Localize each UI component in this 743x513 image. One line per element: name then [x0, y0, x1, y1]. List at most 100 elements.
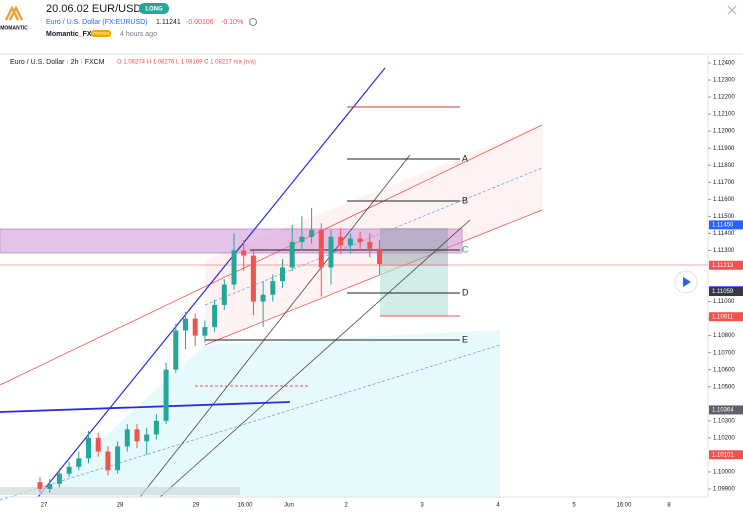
- price-badge-label: 1.11450: [712, 222, 734, 228]
- header-bg: [0, 0, 743, 55]
- candle-body: [212, 304, 218, 328]
- x-tick-label: 2: [344, 503, 348, 509]
- blue-trend: [37, 67, 386, 498]
- title: 20.06.02 EUR/USD: [46, 3, 141, 15]
- price-badge: [709, 220, 743, 230]
- candle-body: [47, 483, 53, 489]
- candle-body: [260, 294, 266, 302]
- premium-badge: [91, 30, 111, 37]
- candle-body: [124, 429, 130, 447]
- logo-text: MOMANTIC: [0, 25, 28, 31]
- y-tick-label: 1.10800: [713, 333, 735, 339]
- x-tick-label: 8: [667, 503, 671, 509]
- x-tick-label: 4: [496, 503, 500, 509]
- candle-body: [241, 250, 247, 256]
- candle-body: [95, 437, 101, 452]
- x-tick-label: 29: [193, 503, 200, 509]
- candle-body: [183, 318, 188, 331]
- red-line: [204, 209, 543, 346]
- price: 1.11241: [156, 19, 181, 26]
- y-tick-label: 1.11000: [713, 299, 735, 305]
- candle-body: [153, 420, 159, 435]
- symbol[interactable]: Euro / U.S. Dollar (FX:EURUSD): [46, 19, 148, 26]
- x-tick-label: Jun: [284, 503, 294, 509]
- volume-box: [0, 487, 240, 495]
- pitch-line: [159, 219, 471, 498]
- candle-body: [328, 236, 334, 268]
- y-tick-label: 1.12400: [713, 61, 735, 67]
- y-tick-label: 1.10700: [713, 350, 735, 356]
- candle-body: [56, 473, 62, 484]
- x-tick-label: 16:00: [616, 503, 632, 509]
- candle-body: [86, 437, 91, 459]
- y-tick-label: 1.11800: [713, 163, 735, 169]
- y-tick-label: 1.11600: [713, 197, 735, 203]
- position-target: [380, 228, 448, 266]
- y-tick-label: 1.11900: [713, 146, 735, 152]
- y-tick-label: 1.11300: [713, 248, 735, 254]
- channel-fill: [0, 330, 500, 497]
- candle-body: [299, 236, 305, 242]
- time: 4 hours ago: [120, 31, 157, 38]
- price-badge: [709, 312, 743, 322]
- y-tick-label: 1.10300: [713, 418, 735, 424]
- candle-body: [76, 458, 82, 467]
- candle-body: [309, 229, 315, 237]
- y-tick-label: 1.10600: [713, 367, 735, 373]
- drawings: [0, 67, 708, 501]
- candle-body: [105, 451, 111, 471]
- price-badge-label: 1.10911: [712, 314, 734, 320]
- y-tick-label: 1.11500: [713, 214, 735, 220]
- y-tick-label: 1.09900: [713, 487, 735, 493]
- fib-label: A: [462, 153, 468, 163]
- candle-body: [338, 236, 344, 246]
- candle-body: [66, 466, 72, 474]
- chart-legend: Euro / U.S. Dollar · 2h · FXCM: [10, 59, 105, 66]
- change: -0.00106: [186, 19, 214, 26]
- price-badge: [709, 450, 743, 460]
- candle-body: [318, 229, 324, 268]
- candle-body: [231, 250, 237, 285]
- candle-body: [367, 241, 373, 249]
- candle-body: [163, 369, 169, 421]
- candle-body: [347, 238, 353, 246]
- price-badge-label: 1.10101: [712, 452, 734, 458]
- position-stop: [380, 266, 448, 316]
- red-line: [0, 124, 543, 386]
- x-tick-label: 5: [572, 503, 576, 509]
- candle-body: [134, 429, 140, 442]
- close-icon[interactable]: [727, 5, 737, 15]
- price-badge-label: 1.10364: [712, 408, 734, 414]
- price-badge: [709, 287, 743, 297]
- price-badge: [709, 405, 743, 415]
- fib-label: D: [462, 287, 469, 297]
- candle-body: [173, 330, 179, 370]
- y-tick-label: 1.11700: [713, 180, 735, 186]
- fib-label: E: [462, 334, 468, 344]
- candle-body: [357, 238, 363, 242]
- price-badge-label: 1.11213: [712, 263, 734, 269]
- logo-icon: [4, 5, 24, 21]
- dash-line: [0, 344, 501, 501]
- y-tick-label: 1.12300: [713, 78, 735, 84]
- candle-body: [280, 267, 285, 282]
- change-pct: -0.10%: [221, 19, 243, 26]
- y-tick-label: 1.12200: [713, 95, 735, 101]
- long-badge-text: LONG: [145, 7, 163, 13]
- price-badge-label: 1.11059: [712, 289, 734, 295]
- x-tick-label: 27: [41, 503, 48, 509]
- ohlc: O 1.08274 H 1.08276 L 1.08169 C 1.08217 …: [117, 60, 256, 66]
- y-tick-label: 1.11400: [713, 231, 735, 237]
- author[interactable]: Momantic_FX: [46, 31, 92, 38]
- y-tick-label: 1.10200: [713, 435, 735, 441]
- x-tick-label: 28: [117, 503, 124, 509]
- candle-body: [37, 482, 43, 489]
- candle-body: [250, 255, 256, 302]
- play-icon[interactable]: [683, 277, 691, 287]
- alarm-icon[interactable]: [249, 18, 257, 26]
- price-badge: [709, 260, 743, 270]
- candle-body: [115, 446, 121, 471]
- y-tick-label: 1.10500: [713, 384, 735, 390]
- candle-body: [192, 318, 198, 336]
